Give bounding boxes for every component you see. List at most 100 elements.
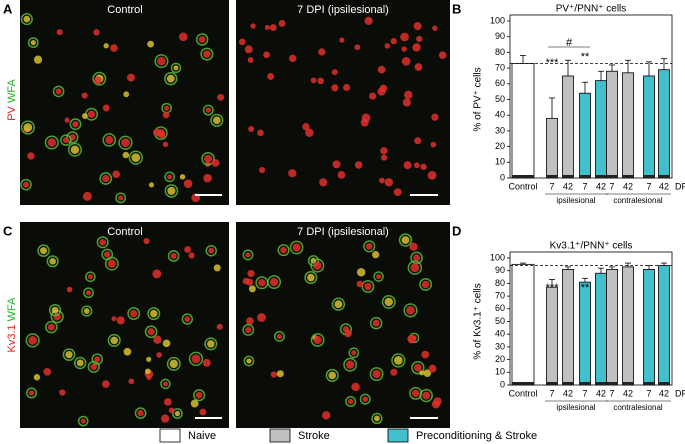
bar — [511, 62, 535, 179]
x-tick-label: 7 — [549, 181, 554, 191]
cell-halo — [107, 333, 121, 347]
cell-halo — [128, 150, 143, 165]
cell — [157, 56, 166, 66]
y-tick-label: 60 — [495, 303, 505, 313]
cell-halo — [101, 248, 114, 261]
cell-halo — [85, 271, 96, 283]
cell-halo — [171, 408, 183, 419]
stain: WFA — [6, 297, 18, 321]
cell — [344, 329, 352, 338]
cell-halo — [201, 151, 215, 166]
cell — [72, 121, 79, 128]
cell — [202, 358, 211, 367]
cell — [150, 309, 158, 318]
y-tick-label: 100 — [490, 15, 505, 25]
cell — [347, 398, 354, 405]
cell — [23, 123, 33, 132]
cell — [66, 286, 73, 293]
cell — [128, 378, 135, 385]
cell-halo — [102, 133, 117, 147]
cell — [292, 243, 301, 252]
y-tick-label: 10 — [495, 157, 505, 167]
cell — [401, 236, 410, 245]
bar — [579, 92, 591, 179]
cell — [270, 371, 278, 378]
cell — [246, 358, 252, 364]
cell — [56, 29, 63, 36]
cell — [111, 316, 117, 322]
cell — [238, 38, 246, 46]
cell — [362, 396, 369, 402]
cell — [205, 107, 212, 113]
cell — [379, 84, 388, 92]
cell — [421, 280, 430, 289]
cell — [247, 57, 254, 63]
stain: WFA — [6, 79, 18, 103]
bar — [622, 72, 634, 179]
cell — [247, 269, 255, 278]
cell — [334, 300, 343, 309]
cell — [288, 169, 297, 178]
cell — [81, 92, 88, 99]
bar — [595, 80, 607, 179]
cell-halo — [134, 407, 147, 419]
cell — [328, 371, 337, 380]
cell — [212, 116, 221, 125]
x-tick-label: 42 — [596, 181, 606, 191]
cell — [51, 306, 59, 314]
cell — [49, 257, 56, 265]
cell — [422, 391, 431, 400]
cell — [90, 363, 98, 371]
cell — [147, 40, 154, 48]
cell — [143, 237, 150, 245]
cell — [147, 328, 155, 336]
cell — [167, 174, 173, 180]
cell — [130, 309, 138, 318]
y-axis-label: % of Kv3.1⁺ cells — [473, 283, 484, 359]
cell-halo — [115, 192, 127, 204]
cell — [413, 22, 422, 31]
cell — [313, 335, 322, 345]
cell — [166, 74, 175, 83]
legend-swatch — [269, 428, 291, 443]
cell — [76, 359, 84, 367]
cell — [428, 364, 437, 373]
cell — [438, 51, 447, 59]
cell — [107, 259, 117, 268]
bar — [622, 266, 634, 386]
cell — [288, 54, 297, 63]
image-title: 7 DPI (ipsilesional) — [297, 4, 389, 16]
cell — [174, 410, 181, 417]
x-tick-label: 7 — [609, 181, 614, 191]
cell-halo — [44, 135, 59, 150]
cell — [276, 333, 283, 340]
cell-halo — [164, 71, 178, 86]
cell — [384, 178, 394, 187]
cell — [310, 77, 317, 84]
bar — [546, 117, 558, 179]
cell-halo — [373, 271, 384, 282]
cell — [307, 273, 315, 282]
cell — [123, 91, 130, 98]
cell — [411, 389, 420, 398]
cell — [354, 44, 361, 51]
cell — [43, 367, 52, 376]
cell-halo — [92, 71, 107, 86]
cell — [313, 261, 322, 270]
bar — [562, 75, 574, 179]
cell — [162, 111, 170, 119]
bar — [511, 263, 535, 386]
cell — [153, 335, 162, 344]
cell-halo — [267, 275, 282, 289]
annotation: ** — [581, 282, 590, 294]
cell — [263, 51, 270, 59]
cell — [93, 29, 100, 36]
cell — [365, 243, 373, 250]
cell — [380, 147, 388, 155]
x-tick-label: Control — [508, 388, 537, 398]
cell — [116, 316, 125, 325]
cell — [257, 129, 264, 137]
cell-halo — [407, 260, 423, 275]
cell — [356, 280, 364, 288]
